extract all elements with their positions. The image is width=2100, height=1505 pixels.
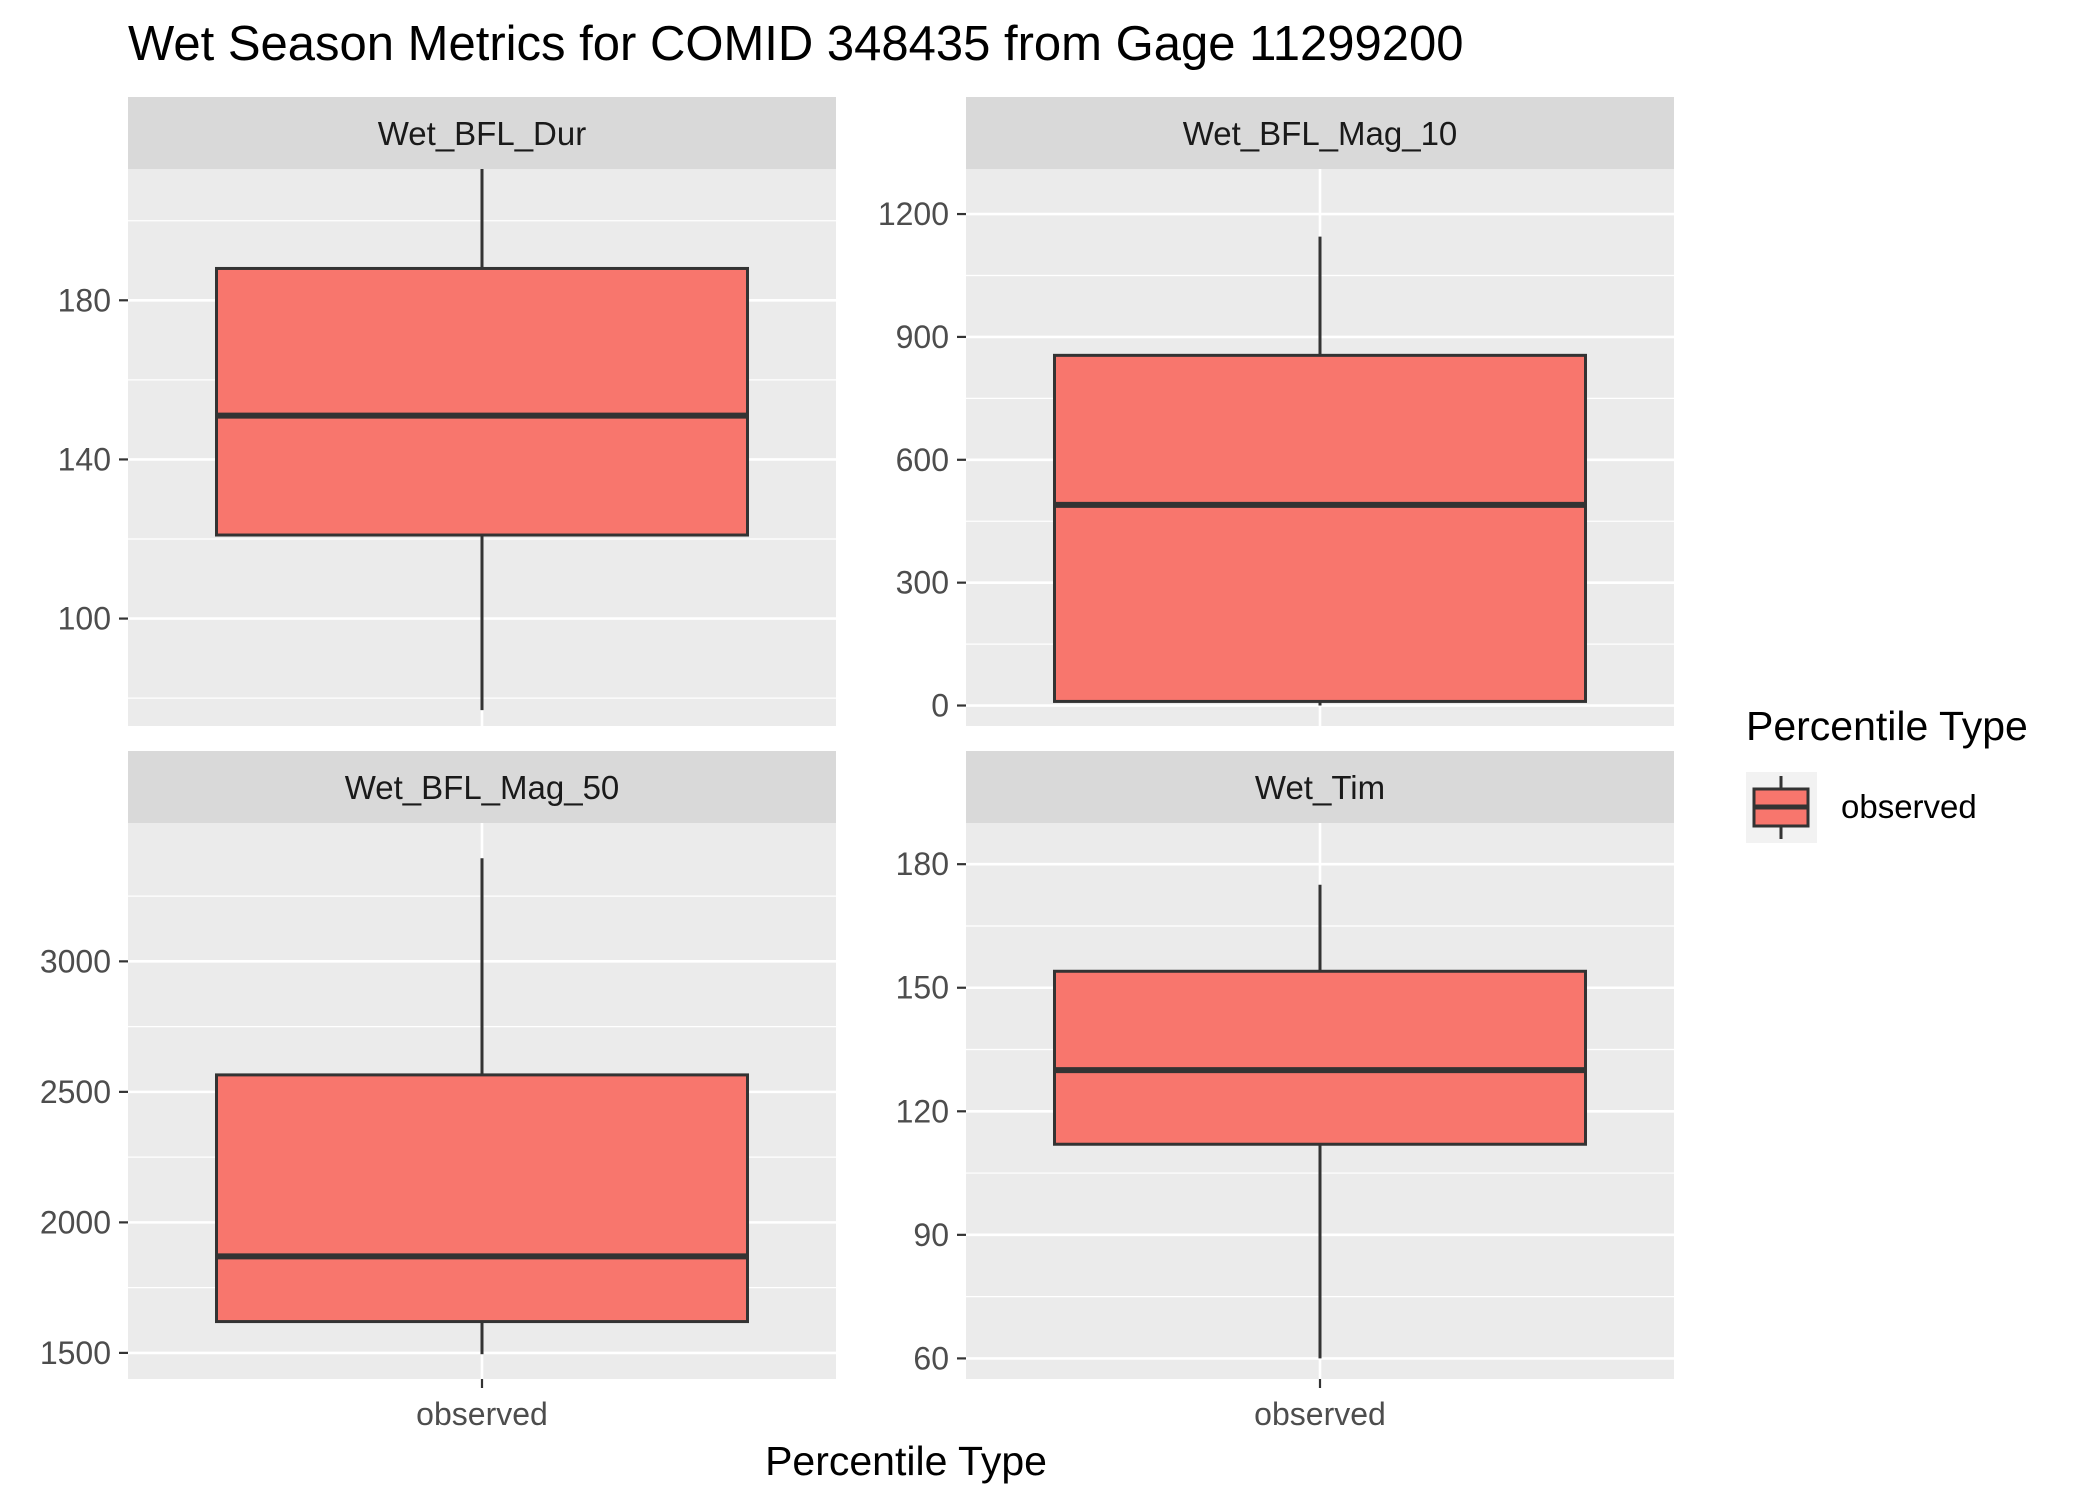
chart-title: Wet Season Metrics for COMID 348435 from…	[128, 17, 1463, 71]
y-tick-label-wet-bfl-mag-10: 0	[931, 688, 949, 724]
legend-entry-observed: observed	[1841, 788, 1977, 825]
y-tick-label-wet-bfl-mag-50: 2500	[40, 1074, 111, 1110]
y-tick-label-wet-bfl-dur: 140	[58, 441, 111, 477]
y-tick-label-wet-bfl-mag-10: 600	[896, 442, 949, 478]
panel-wet-bfl-mag-10: Wet_BFL_Mag_10 0 300 600 900 1200	[878, 97, 1674, 726]
legend-title: Percentile Type	[1746, 703, 2028, 749]
strip-label-wet-bfl-mag-50: Wet_BFL_Mag_50	[345, 769, 620, 806]
strip-wet-bfl-mag-50	[128, 751, 836, 823]
box-wet-tim	[1053, 969, 1587, 1146]
y-tick-label-wet-bfl-mag-50: 3000	[40, 943, 111, 979]
y-tick-label-wet-bfl-dur: 100	[58, 601, 111, 637]
y-tick-label-wet-tim: 90	[913, 1217, 949, 1253]
y-tick-label-wet-bfl-mag-10: 900	[896, 319, 949, 355]
panels-layer: Wet_BFL_Dur 100 140 180 Wet_BFL_Mag_10 0 300 60…	[40, 97, 1674, 1432]
box-wet-bfl-mag-10	[1053, 353, 1587, 703]
box-wet-bfl-dur	[215, 266, 749, 537]
strip-label-wet-tim: Wet_Tim	[1255, 769, 1385, 806]
y-tick-label-wet-tim: 180	[896, 846, 949, 882]
y-tick-label-wet-bfl-mag-10: 1200	[878, 196, 949, 232]
y-tick-label-wet-bfl-mag-10: 300	[896, 565, 949, 601]
x-tick-label-wet-tim: observed	[1254, 1396, 1386, 1432]
panel-wet-tim: Wet_Tim 60 90 120 150 180 observed	[896, 751, 1674, 1432]
x-axis-title: Percentile Type	[765, 1438, 1047, 1484]
panel-wet-bfl-dur: Wet_BFL_Dur 100 140 180	[58, 97, 836, 726]
y-tick-label-wet-bfl-mag-50: 2000	[40, 1204, 111, 1240]
x-tick-label-wet-bfl-mag-50: observed	[416, 1396, 548, 1432]
y-tick-label-wet-tim: 150	[896, 970, 949, 1006]
legend: Percentile Type observed	[1746, 703, 2028, 843]
y-tick-label-wet-bfl-mag-50: 1500	[40, 1335, 111, 1371]
strip-wet-bfl-mag-10	[966, 97, 1674, 169]
y-tick-label-wet-tim: 120	[896, 1093, 949, 1129]
y-tick-label-wet-tim: 60	[913, 1340, 949, 1376]
strip-wet-bfl-dur	[128, 97, 836, 169]
box-wet-bfl-mag-50	[215, 1073, 749, 1324]
y-tick-label-wet-bfl-dur: 180	[58, 282, 111, 318]
strip-label-wet-bfl-dur: Wet_BFL_Dur	[378, 115, 586, 152]
panel-wet-bfl-mag-50: Wet_BFL_Mag_50 1500 2000 2500 3000 observed	[40, 751, 836, 1432]
strip-wet-tim	[966, 751, 1674, 823]
strip-label-wet-bfl-mag-10: Wet_BFL_Mag_10	[1183, 115, 1458, 152]
